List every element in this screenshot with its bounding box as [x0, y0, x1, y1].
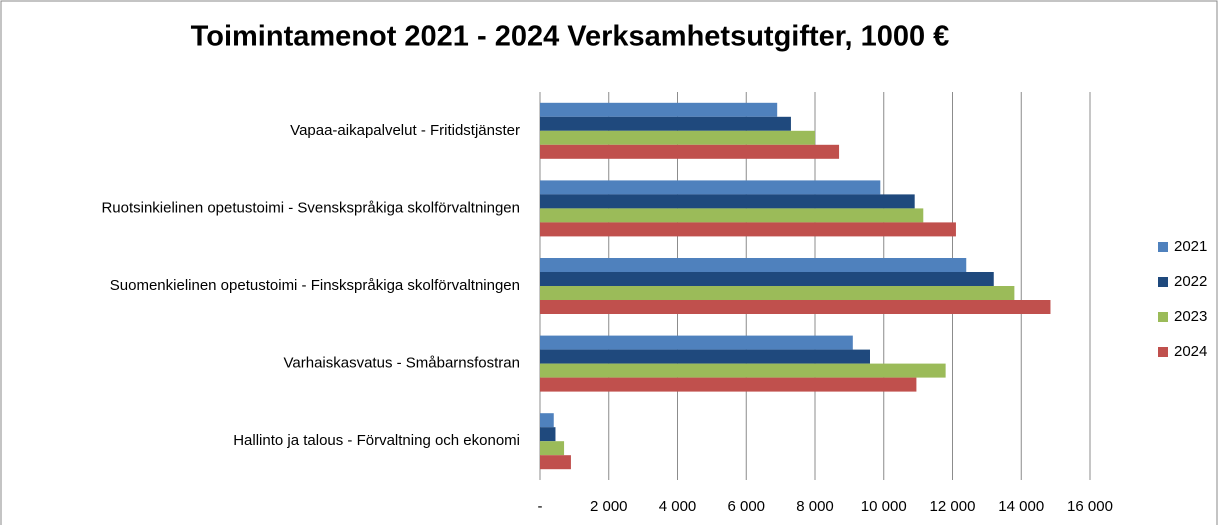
- bar: [540, 441, 565, 456]
- bar: [540, 194, 915, 209]
- bar: [540, 286, 1015, 300]
- x-tick-label: 12 000: [930, 498, 976, 515]
- legend-label: 2022: [1174, 273, 1207, 290]
- bar: [540, 363, 946, 378]
- y-tick-label: Varhaiskasvatus - Småbarnsfostran: [284, 355, 521, 372]
- bar: [540, 222, 956, 237]
- bar: [540, 427, 556, 442]
- x-tick-label: 4 000: [659, 498, 697, 515]
- x-tick-label: 16 000: [1067, 498, 1113, 515]
- x-tick-label: 14 000: [998, 498, 1044, 515]
- bar: [540, 102, 778, 117]
- legend-swatch: [1158, 242, 1168, 252]
- x-tick-label: 2 000: [590, 498, 628, 515]
- bar: [540, 455, 571, 470]
- bar: [540, 180, 881, 195]
- legend-swatch: [1158, 347, 1168, 357]
- chart-title: Toimintamenot 2021 - 2024 Verksamhetsutg…: [191, 21, 950, 53]
- bar: [540, 335, 853, 350]
- bar: [540, 300, 1051, 314]
- bar: [540, 258, 967, 272]
- bar: [540, 377, 917, 392]
- y-tick-label: Suomenkielinen opetustoimi - Finskspråki…: [110, 277, 520, 294]
- bar: [540, 349, 870, 364]
- bar: [540, 208, 924, 223]
- bar: [540, 144, 840, 159]
- x-tick-label: 6 000: [727, 498, 765, 515]
- x-tick-label: 10 000: [861, 498, 907, 515]
- x-tick-label: -: [538, 498, 543, 515]
- legend-label: 2024: [1174, 343, 1207, 360]
- legend-label: 2023: [1174, 308, 1207, 325]
- y-tick-label: Vapaa-aikapalvelut - Fritidstjänster: [290, 122, 520, 139]
- legend-swatch: [1158, 312, 1168, 322]
- bar: [540, 272, 994, 286]
- bar: [540, 116, 791, 131]
- legend-label: 2021: [1174, 238, 1207, 255]
- bar: [540, 130, 815, 145]
- bar: [540, 413, 554, 428]
- x-tick-label: 8 000: [796, 498, 834, 515]
- y-tick-label: Hallinto ja talous - Förvaltning och eko…: [233, 432, 520, 449]
- legend-swatch: [1158, 277, 1168, 287]
- y-tick-label: Ruotsinkielinen opetustoimi - Svensksprå…: [101, 199, 520, 216]
